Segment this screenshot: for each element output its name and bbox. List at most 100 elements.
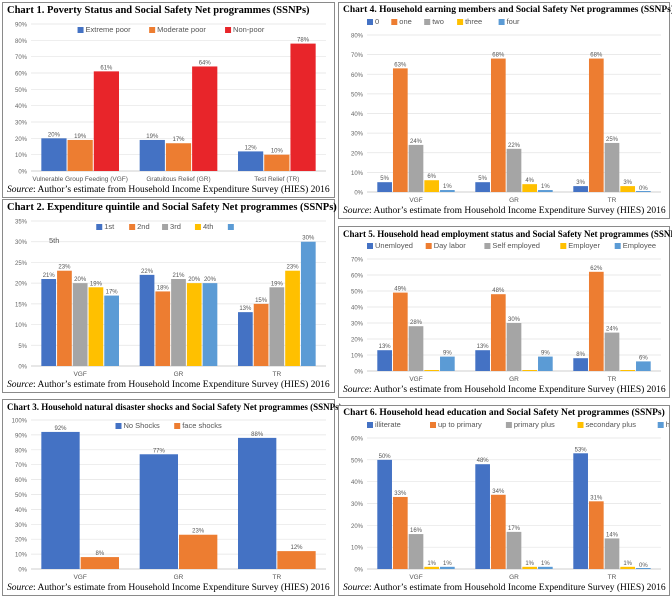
bar [475, 182, 490, 192]
bar [620, 566, 636, 569]
data-label: 50% [379, 454, 392, 460]
legend-label: illiterate [375, 420, 401, 429]
y-tick-label: 30% [15, 240, 28, 246]
chart-svg: 0%5%10%15%20%25%30%35%VGF21%23%20%19%17%… [15, 220, 326, 378]
y-tick-label: 10% [351, 354, 364, 360]
bar [506, 148, 522, 192]
data-label: 64% [199, 60, 212, 66]
bar [192, 66, 218, 171]
bar [604, 538, 620, 569]
data-label: 4% [525, 178, 534, 184]
y-tick-label: 30% [15, 523, 28, 529]
chart-title: Chart 5. Household head employment statu… [343, 229, 672, 239]
legend-label: No Shocks [124, 421, 161, 430]
data-label: 17% [508, 526, 521, 532]
data-label: 8% [576, 352, 585, 358]
legend-swatch [149, 27, 156, 33]
data-label: 92% [54, 426, 67, 432]
chart-source: Source: Author’s estimate from Household… [339, 583, 669, 595]
data-label: 6% [639, 355, 648, 361]
y-tick-label: 50% [351, 92, 364, 98]
legend-swatch [457, 19, 464, 25]
legend-label: Employer [568, 241, 600, 250]
chart-2-plot: 0% 5% 10% 15% 20% 25% 30% 35% VGF 21% 23% 20% 19% 17%… [3, 213, 334, 380]
source-text: : Author’s estimate from Household Incom… [369, 206, 666, 216]
bar [522, 370, 538, 371]
bar [80, 557, 119, 569]
legend-swatch [657, 422, 664, 428]
chart-source: Source: Author’s estimate from Household… [339, 206, 669, 218]
source-label: Source [343, 583, 370, 593]
legend-swatch [367, 243, 373, 249]
legend-label: two [432, 17, 444, 26]
bar [538, 566, 553, 569]
chart-title: Chart 4. Household earning members and S… [343, 5, 672, 15]
data-label: 34% [492, 489, 505, 495]
legend-label: four [507, 17, 520, 26]
y-tick-label: 50% [351, 290, 364, 296]
x-tick-label: GR [174, 371, 184, 378]
x-tick-label: Gratuitous Relief (GR) [146, 176, 210, 183]
bar [238, 437, 277, 569]
y-tick-label: 80% [351, 34, 364, 40]
data-label: 61% [100, 65, 113, 71]
legend-swatch [484, 243, 491, 249]
legend-swatch [194, 224, 201, 230]
y-tick-label: 25% [15, 261, 28, 267]
legend-swatch [430, 422, 436, 428]
legend-swatch [577, 422, 584, 428]
legend-label: Employee [623, 241, 656, 250]
data-label: 48% [492, 288, 505, 294]
legend-label: Self employed [492, 241, 540, 250]
source-label: Source [343, 385, 370, 395]
y-tick-label: 30% [351, 132, 364, 138]
y-tick-label: 60% [351, 73, 364, 79]
bar [604, 142, 620, 192]
source-text: : Author’s estimate from Household Incom… [33, 583, 330, 593]
x-tick-label: VGF [409, 376, 422, 383]
bar [604, 332, 620, 371]
chart-svg: 0% 10% 20% 30% 40% 50% 60% 70% VGF 13% 49% 28% 9% GR 1… [351, 241, 661, 383]
y-tick-label: 0% [18, 365, 27, 371]
data-label: 3% [576, 180, 585, 186]
legend-label: Non-poor [233, 25, 265, 34]
bar [392, 68, 408, 192]
y-tick-label: 10% [15, 553, 28, 559]
chart-1-panel: Chart 1. Poverty Status and Social Safet… [2, 2, 335, 198]
legend-swatch [391, 19, 398, 25]
x-tick-label: VGF [73, 574, 86, 581]
x-tick-label: GR [509, 376, 519, 383]
bar [620, 370, 636, 371]
chart-svg: 0% 10% 20% 30% 40% 50% 60% VGF 50% 33% 16% 1% 1% GR 48… [351, 420, 669, 581]
y-tick-label: 0% [18, 170, 27, 176]
x-tick-label: GR [509, 574, 519, 581]
chart-title: Chart 6. Household head education and So… [343, 408, 665, 418]
y-tick-label: 20% [15, 282, 28, 288]
y-tick-label: 60% [15, 72, 28, 78]
data-label: 16% [410, 528, 423, 534]
data-label: 68% [492, 53, 505, 59]
x-tick-label: Test Relief (TR) [254, 176, 299, 183]
chart-title: Chart 3. Household natural disaster shoc… [7, 402, 342, 412]
y-tick-label: 35% [15, 220, 28, 226]
bar [522, 566, 538, 569]
chart-svg: 0% 10% 20% 30% 40% 50% 60% 70% 80% VGF 5% 63% 24% 6% 1… [351, 17, 661, 204]
legend-label: secondary plus [586, 420, 637, 429]
bar [202, 283, 218, 366]
data-label: 13% [379, 344, 392, 350]
y-tick-label: 30% [351, 502, 364, 508]
bar [264, 154, 290, 171]
bar [139, 139, 165, 171]
bar [72, 283, 88, 366]
legend-label: 5th [49, 236, 59, 245]
bar [392, 292, 408, 371]
y-tick-label: 100% [12, 419, 28, 425]
data-label: 8% [95, 551, 104, 557]
data-label: 53% [575, 447, 588, 453]
bar [139, 454, 178, 569]
chart-1-plot: 0% 10% 20% 30% 40% 50% 60% 70% 80% 90% Vulnerable … [3, 16, 334, 185]
y-tick-label: 70% [15, 463, 28, 469]
y-tick-label: 70% [351, 258, 364, 264]
data-label: 24% [606, 327, 619, 333]
y-tick-label: 20% [15, 137, 28, 143]
